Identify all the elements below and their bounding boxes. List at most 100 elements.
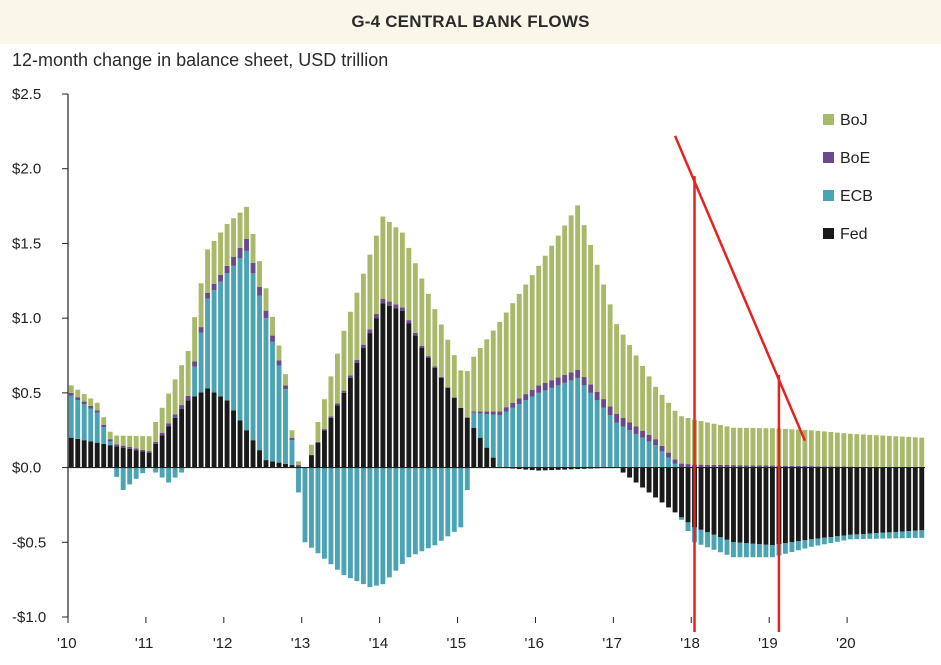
axes-group: $2.5 $2.0 $1.5 $1.0 $0.5 $0.0 -$0.5 -$1.0 '10 '11… (12, 86, 925, 652)
bar-segment-boe (127, 447, 133, 449)
legend-label-ecb: ECB (840, 188, 873, 205)
bar-segment-fed (445, 387, 451, 468)
bar-segment-boe (789, 465, 795, 468)
bar-segment-boe (795, 465, 801, 468)
bar-segment-boe (523, 394, 529, 401)
bar-segment-boj (575, 205, 581, 370)
bar-segment-ecb (192, 366, 198, 397)
bar-segment-ecb (568, 380, 574, 468)
bar-segment-boe (731, 465, 736, 468)
bar-segment-boj (705, 422, 710, 465)
bar-segment-fed (549, 467, 555, 471)
bar-segment-ecb (698, 529, 704, 545)
bar-segment-boe (653, 439, 658, 446)
bar-segment-fed (179, 409, 185, 468)
bar-segment-boj (789, 429, 795, 466)
bar-segment-boe (425, 356, 431, 358)
bar-segment-boj (205, 249, 211, 293)
bar-segment-boe (107, 439, 113, 442)
bar-segment-fed (575, 467, 581, 470)
x-tick-label: '14 (369, 635, 389, 652)
y-tick-label: $2.5 (12, 86, 41, 103)
x-tick-label: '16 (524, 635, 544, 652)
bar-segment-fed (341, 392, 347, 468)
x-tick-label: '20 (836, 635, 856, 652)
bar-segment-boj (718, 425, 723, 465)
bar-segment-fed (919, 467, 925, 531)
bar-segment-fed (542, 467, 548, 471)
bar-segment-ecb (399, 467, 405, 564)
bar-segment-fed (815, 467, 821, 539)
x-tick-label: '10 (57, 635, 77, 652)
bar-segment-fed (744, 467, 749, 544)
bar-segment-fed (335, 405, 340, 468)
bar-segment-boe (140, 449, 146, 452)
bar-segment-boe (263, 310, 269, 319)
bar-segment-boj (744, 427, 749, 466)
bar-segment-ecb (68, 395, 74, 438)
bar-segment-boe (296, 465, 301, 467)
bar-segment-boj (685, 418, 691, 465)
bar-segment-fed (718, 467, 723, 538)
bar-segment-boj (399, 232, 405, 308)
bar-segment-fed (672, 467, 678, 513)
bar-segment-boj (367, 254, 373, 330)
bar-segment-boj (88, 398, 94, 406)
bar-segment-boj (711, 423, 717, 465)
legend-label-boj: BoJ (840, 112, 868, 129)
bar-segment-ecb (607, 415, 613, 468)
bar-segment-boj (360, 273, 366, 345)
bar-segment-fed (166, 426, 172, 468)
bar-segment-ecb (347, 467, 353, 579)
bar-segment-ecb (763, 544, 769, 558)
bar-segment-fed (893, 467, 899, 532)
bar-segment-ecb (860, 534, 866, 540)
bar-segment-boe (497, 411, 503, 416)
bar-segment-ecb (737, 542, 743, 558)
bar-segment-boe (367, 329, 373, 334)
bar-segment-fed (627, 467, 633, 478)
bar-segment-ecb (88, 408, 94, 442)
bar-segment-ecb (114, 467, 120, 477)
bar-segment-ecb (744, 543, 749, 558)
bar-segment-fed (296, 466, 301, 468)
legend-swatch-fed (823, 228, 834, 239)
bar-segment-ecb (412, 467, 418, 555)
bar-segment-boj (497, 321, 503, 412)
bar-segment-fed (731, 467, 736, 543)
bar-segment-ecb (841, 535, 847, 541)
bar-segment-ecb (425, 467, 431, 549)
bar-segment-fed (769, 467, 775, 546)
bar-segment-boj (899, 436, 905, 468)
bar-segment-ecb (140, 467, 146, 474)
bar-segment-fed (172, 417, 178, 468)
bar-segment-boj (588, 244, 594, 385)
bar-segment-boj (841, 433, 847, 467)
bar-segment-ecb (666, 457, 671, 468)
chart-subtitle: 12-month change in balance sheet, USD tr… (12, 50, 389, 70)
y-tick-label: $0.5 (12, 385, 41, 402)
bar-segment-ecb (880, 532, 886, 539)
bar-segment-boj (854, 434, 860, 467)
bar-segment-fed (581, 467, 587, 469)
bar-segment-boj (601, 284, 607, 400)
bar-segment-ecb (218, 281, 224, 397)
bar-segment-boe (393, 304, 399, 309)
bar-segment-boe (341, 390, 347, 393)
bar-segment-ecb (782, 543, 788, 554)
legend-label-fed: Fed (840, 226, 868, 243)
bar-segment-boj (633, 355, 639, 427)
bar-segment-boj (250, 233, 256, 263)
bar-segment-fed (218, 396, 224, 468)
bar-segment-boe (588, 384, 594, 393)
bar-segment-boe (679, 463, 684, 468)
x-tick-label: '19 (758, 635, 778, 652)
bar-segment-boe (386, 301, 392, 306)
bar-segment-boe (205, 292, 211, 299)
bar-segment-boj (568, 215, 574, 373)
bar-segment-boe (627, 422, 633, 431)
bar-segment-ecb (893, 531, 899, 539)
bar-segment-ecb (419, 467, 425, 552)
bar-segment-fed (529, 467, 535, 471)
bar-segment-boe (581, 377, 587, 386)
